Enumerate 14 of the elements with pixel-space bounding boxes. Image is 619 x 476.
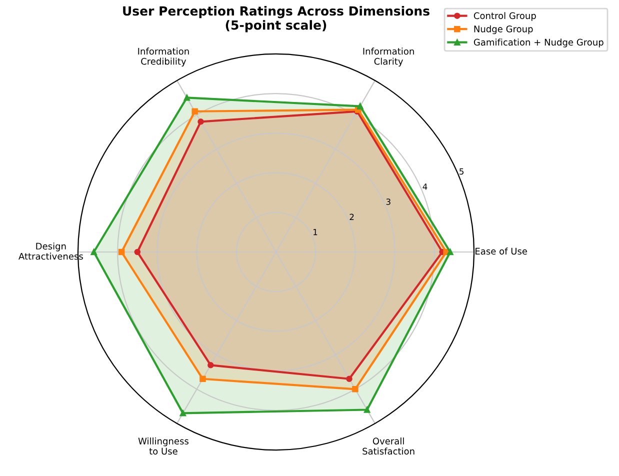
- legend-label: Gamification + Nudge Group: [474, 38, 604, 48]
- spoke-label: Information Clarity: [363, 48, 414, 66]
- y-tick-label: 4: [422, 184, 428, 190]
- y-tick-label: 3: [386, 198, 390, 205]
- legend-label: Nudge Group: [474, 25, 533, 34]
- spoke-label: Information Credibility: [138, 48, 189, 66]
- spoke-label: Willingness to Use: [138, 438, 188, 455]
- spoke-label: Ease of Use: [476, 248, 528, 255]
- spoke-label: Overall Satisfaction: [362, 438, 414, 455]
- legend-label: Control Group: [474, 12, 536, 21]
- chart-title: User Perception Ratings Across Dimensions (5-point scale): [123, 6, 430, 32]
- y-tick-label: 2: [350, 214, 354, 220]
- y-tick-label: 5: [460, 168, 464, 175]
- y-tick-label: 1: [314, 229, 318, 236]
